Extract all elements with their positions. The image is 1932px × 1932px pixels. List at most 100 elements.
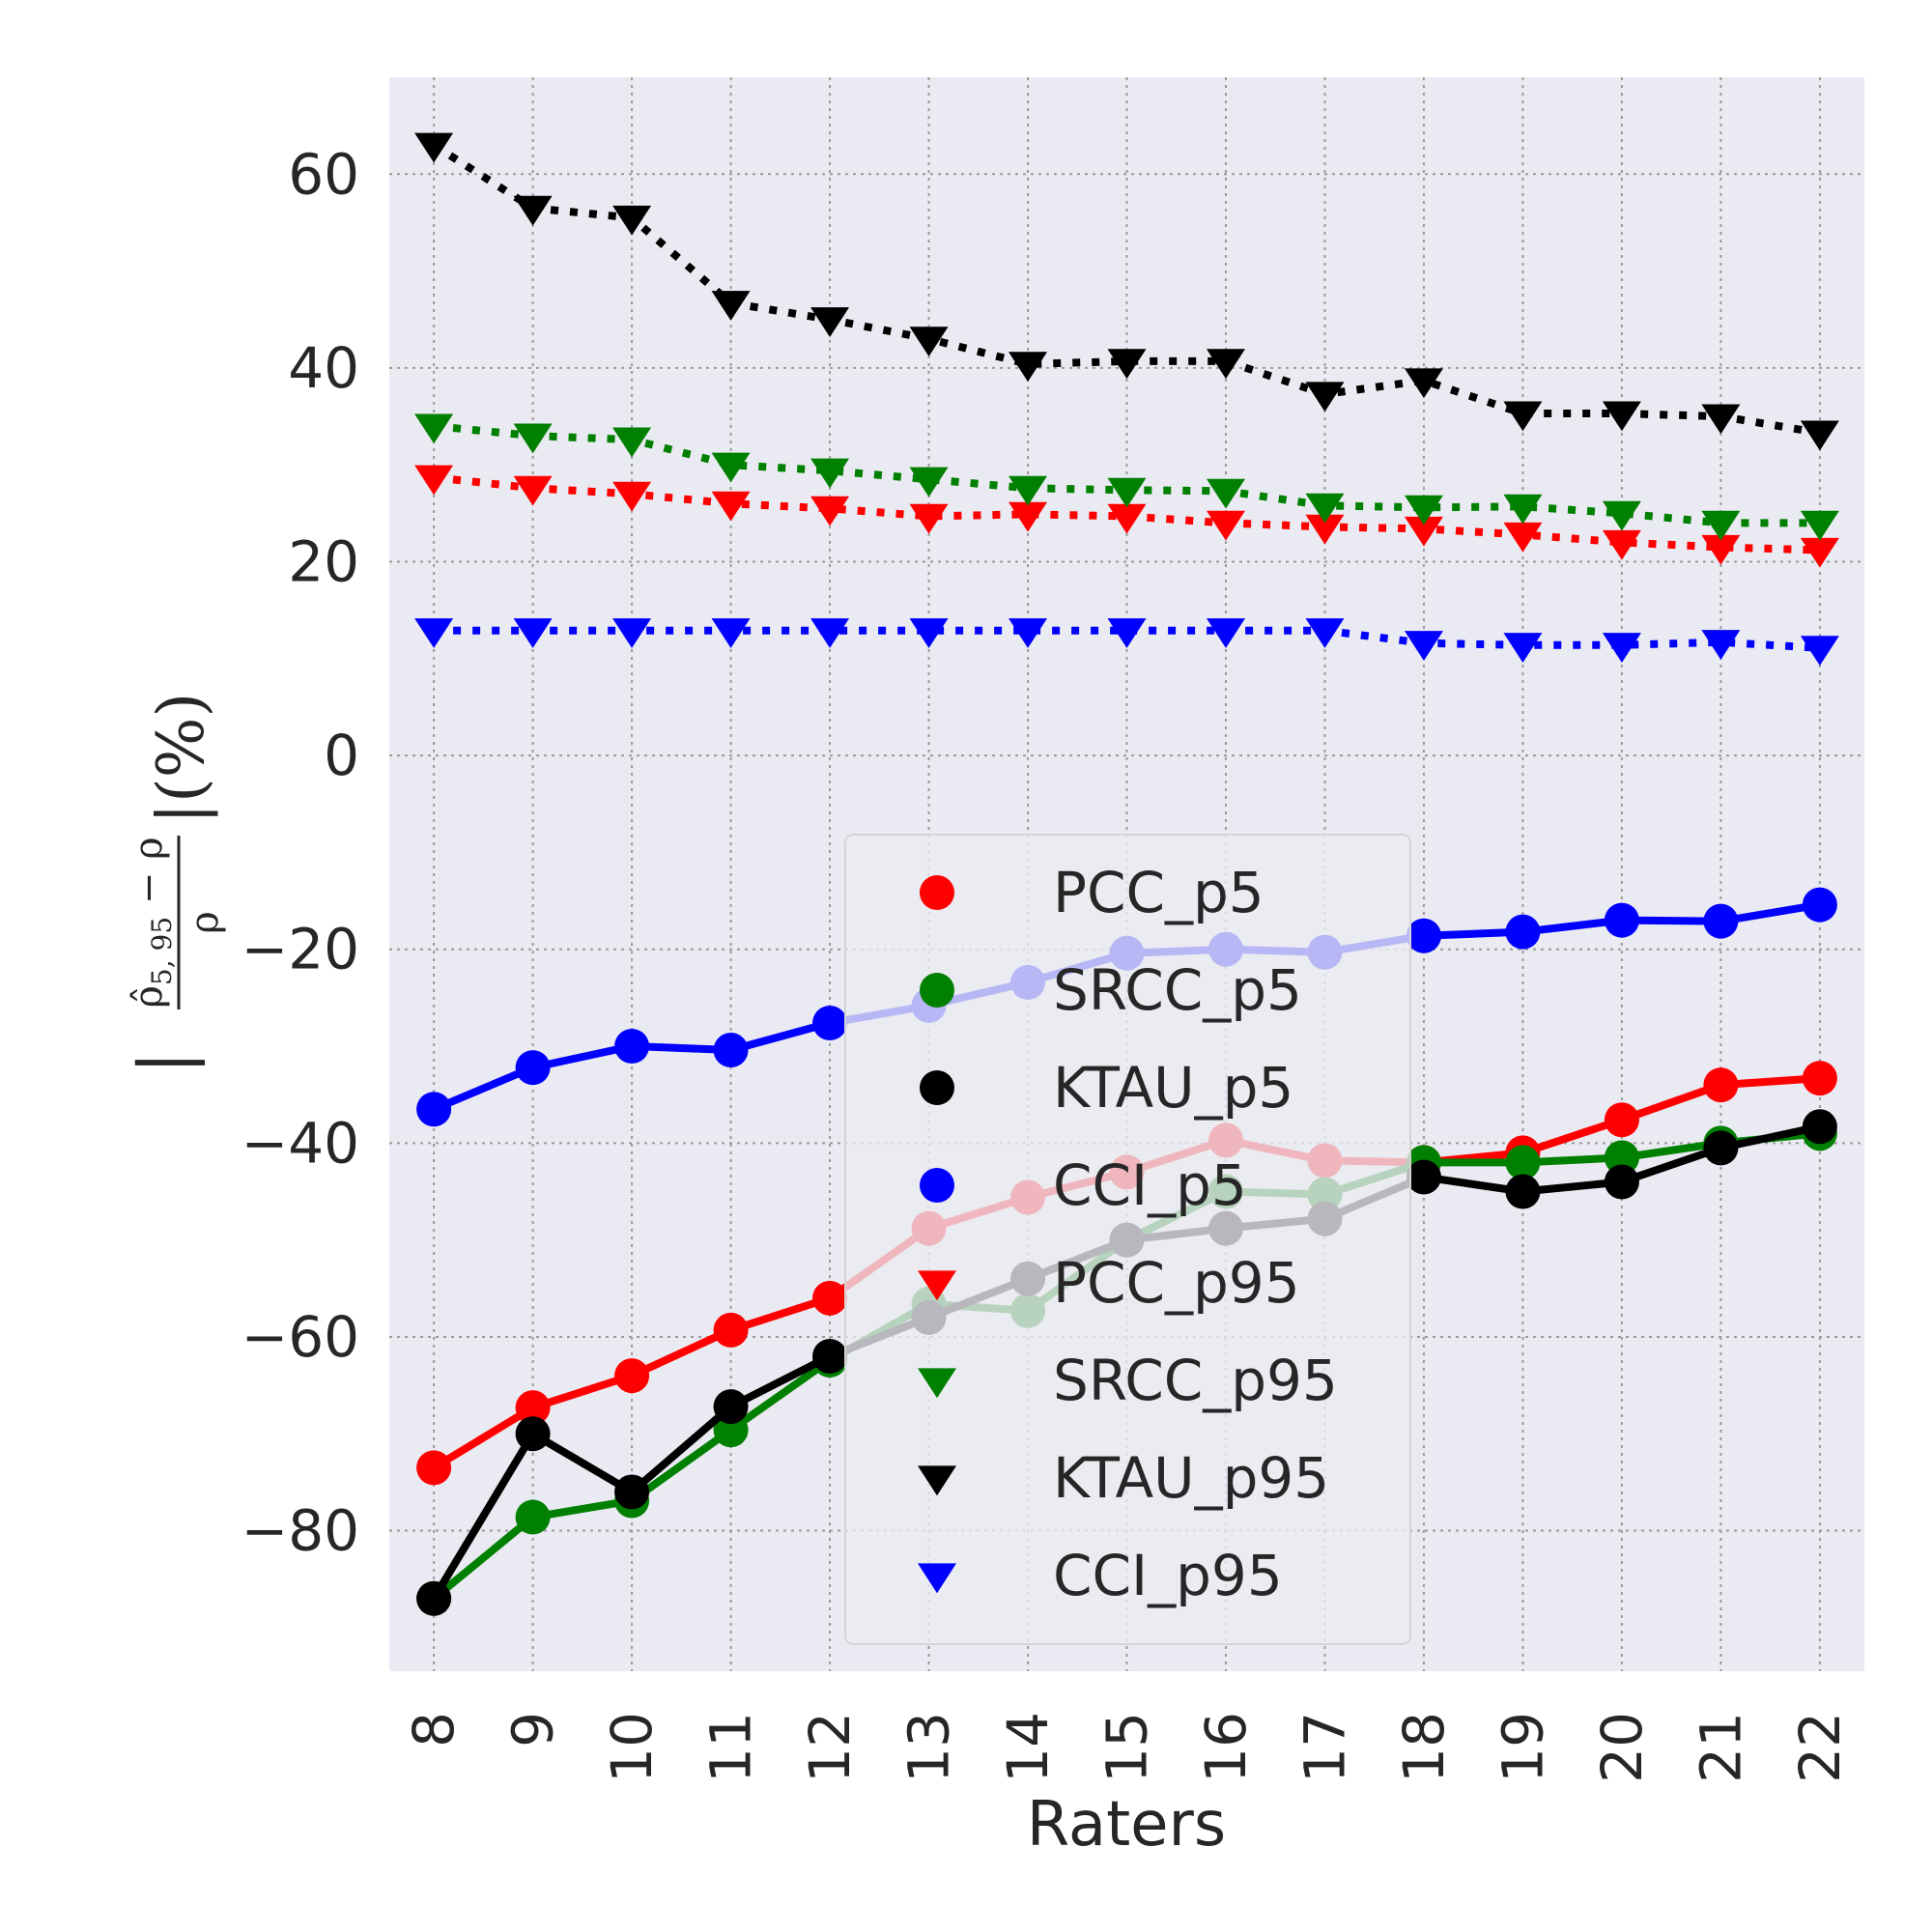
data-point-ktau-p95: [1701, 404, 1741, 435]
data-point-srcc-p95: [1404, 495, 1443, 526]
data-point-pcc-p5: [1604, 1102, 1639, 1138]
y-axis-title-numerator-rest: − ρ: [127, 837, 171, 916]
data-point-ktau-p95: [711, 291, 751, 321]
data-point-srcc-p95: [1503, 494, 1543, 525]
data-point-ktau-p95: [909, 327, 949, 357]
data-point-ktau-p95: [1404, 368, 1443, 399]
grid-lines: [389, 77, 1864, 1671]
x-tick-label: 22: [1787, 1712, 1853, 1783]
data-point-srcc-p95: [810, 458, 850, 489]
data-point-ktau-p95: [1503, 401, 1543, 432]
data-point-cci-p95: [414, 618, 454, 648]
data-point-cci-p5: [1703, 903, 1739, 939]
y-axis-title-numerator: ρ̂5, 95 − ρ: [127, 837, 178, 1008]
data-point-ktau-p95: [810, 307, 850, 337]
legend-item-ktau-p5: KTAU_p5: [920, 1055, 1293, 1121]
data-point-pcc-p95: [1602, 529, 1641, 560]
legend-marker-cci-p95: [918, 1563, 956, 1594]
data-point-cci-p5: [1505, 914, 1541, 950]
data-point-ktau-p5: [713, 1389, 749, 1425]
legend-marker-ktau-p95: [918, 1465, 956, 1496]
y-tick-labels: 60 40 20 0 −20 −40 −60 −80: [242, 141, 359, 1563]
x-tick-label: 19: [1490, 1712, 1555, 1783]
data-point-cci-p95: [1701, 630, 1741, 660]
legend-label-cci-p95: CCI_p95: [1053, 1543, 1283, 1608]
data-point-cci-p95: [612, 618, 652, 648]
data-point-ktau-p5: [812, 1339, 848, 1375]
x-tick-label: 12: [797, 1712, 863, 1783]
data-point-ktau-p5: [1406, 1159, 1441, 1195]
legend-label-pcc-p5: PCC_p5: [1053, 860, 1264, 925]
y-axis-title-prefix: |: [124, 1051, 205, 1074]
data-point-ktau-p5: [416, 1580, 452, 1616]
y-tick-label: 60: [288, 141, 359, 207]
y-axis-title-suffix: |(%): [144, 693, 218, 824]
data-point-pcc-p95: [1503, 522, 1543, 553]
data-point-cci-p5: [614, 1029, 650, 1065]
data-point-cci-p95: [909, 618, 949, 648]
legend-label-ktau-p5: KTAU_p5: [1053, 1055, 1293, 1121]
x-tick-label: 15: [1094, 1712, 1160, 1783]
data-point-pcc-p5: [1802, 1061, 1837, 1096]
data-point-srcc-p95: [1305, 493, 1345, 524]
x-tick-label: 13: [896, 1712, 962, 1783]
data-point-ktau-p95: [612, 205, 652, 236]
legend-marker-srcc-p95: [918, 1368, 956, 1399]
data-point-ktau-p95: [1800, 420, 1839, 451]
data-point-cci-p95: [513, 618, 553, 648]
legend-item-pcc-p95: PCC_p95: [918, 1250, 1300, 1316]
x-tick-label: 18: [1391, 1712, 1457, 1783]
data-point-pcc-p5: [416, 1450, 452, 1486]
legend-box: [844, 834, 1411, 1645]
data-point-cci-p95: [810, 618, 850, 648]
data-point-cci-p5: [812, 1005, 848, 1040]
data-point-srcc-p95: [1701, 510, 1741, 541]
data-point-pcc-p95: [414, 465, 454, 496]
data-point-srcc-p95: [1009, 475, 1048, 506]
data-point-cci-p95: [711, 618, 751, 648]
data-point-pcc-p5: [713, 1312, 749, 1348]
y-tick-label: −40: [242, 1110, 359, 1176]
series-cci-p95: [414, 618, 1839, 666]
data-point-pcc-p5: [812, 1280, 848, 1316]
data-point-ktau-p5: [1505, 1174, 1541, 1209]
series-ktau-p95: [414, 132, 1839, 451]
x-tick-label: 20: [1589, 1712, 1655, 1783]
legend-marker-srcc-p5: [920, 973, 954, 1008]
data-point-ktau-p95: [1602, 401, 1641, 432]
data-point-pcc-p95: [1701, 534, 1741, 565]
data-point-cci-p95: [1404, 631, 1443, 661]
y-tick-label: −80: [242, 1498, 359, 1564]
x-tick-labels: 8 9 10 11 12 13 14 15 16 17 18 19 20 21 22: [401, 1712, 1853, 1783]
legend-marker-cci-p5: [920, 1168, 954, 1203]
data-point-pcc-p5: [614, 1358, 650, 1394]
data-point-pcc-p95: [1800, 537, 1839, 568]
legend-item-cci-p95: CCI_p95: [918, 1543, 1283, 1608]
data-point-cci-p95: [1206, 618, 1245, 648]
legend-marker-pcc-p5: [920, 875, 954, 910]
y-axis-title: | ρ̂5, 95 − ρ ρ |(%): [124, 693, 227, 1074]
data-point-pcc-p95: [1107, 503, 1147, 534]
legend-item-pcc-p5: PCC_p5: [920, 860, 1264, 925]
y-axis-title-subscript: 5, 95: [146, 917, 178, 985]
series-line-pcc-p95: [433, 473, 1820, 554]
legend-item-cci-p5: CCI_p5: [920, 1152, 1247, 1218]
legend-label-srcc-p5: SRCC_p5: [1053, 957, 1302, 1023]
data-point-cci-p95: [1009, 618, 1048, 648]
data-point-pcc-p95: [909, 503, 949, 534]
data-point-ktau-p5: [515, 1416, 551, 1452]
legend-item-srcc-p5: SRCC_p5: [920, 957, 1302, 1023]
data-point-srcc-p95: [1206, 478, 1245, 509]
data-point-srcc-p95: [1107, 477, 1147, 508]
data-point-cci-p5: [1802, 887, 1837, 923]
data-point-srcc-p95: [909, 467, 949, 497]
legend: PCC_p5 SRCC_p5 KTAU_p5 CCI_p5 PCC_p95 SRCC_p9…: [844, 834, 1411, 1645]
data-point-srcc-p5: [515, 1499, 551, 1535]
data-point-pcc-p95: [612, 481, 652, 512]
series-srcc-p95: [414, 413, 1839, 541]
x-tick-label: 10: [599, 1712, 665, 1783]
y-tick-label: 0: [324, 723, 359, 788]
data-point-cci-p5: [1406, 918, 1441, 953]
data-point-srcc-p95: [1800, 510, 1839, 541]
